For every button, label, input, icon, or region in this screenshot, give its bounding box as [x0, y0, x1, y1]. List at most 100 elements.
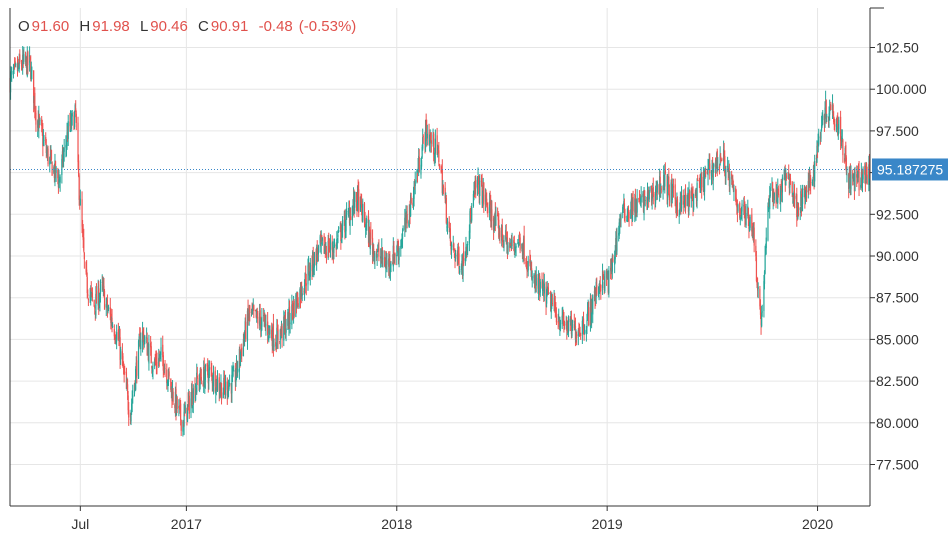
- candle: [725, 165, 727, 185]
- candle: [51, 161, 53, 176]
- candle: [81, 191, 83, 234]
- candle: [131, 390, 133, 413]
- candle: [753, 222, 755, 253]
- candle: [307, 255, 310, 268]
- candle: [347, 207, 349, 218]
- candle: [291, 294, 293, 330]
- candle: [450, 242, 453, 259]
- candle: [204, 363, 207, 389]
- candle: [652, 177, 654, 205]
- candle: [438, 141, 440, 166]
- candle: [372, 242, 374, 262]
- candle: [761, 304, 763, 317]
- candle: [715, 159, 717, 174]
- candle: [551, 292, 553, 309]
- candle: [563, 320, 566, 330]
- candle: [250, 308, 253, 317]
- candle: [28, 46, 31, 72]
- candle: [247, 299, 249, 326]
- candle: [249, 304, 251, 322]
- candle: [239, 351, 242, 367]
- candle: [101, 274, 103, 292]
- candle: [191, 380, 193, 409]
- candle: [671, 178, 673, 204]
- candle: [135, 366, 137, 392]
- candle: [107, 304, 110, 312]
- candle: [745, 203, 747, 229]
- candle: [55, 165, 57, 182]
- candle: [384, 250, 386, 267]
- candle: [58, 169, 60, 189]
- candle: [484, 188, 487, 212]
- candle: [27, 50, 29, 75]
- candle: [672, 178, 675, 198]
- y-tick-label-9: 100.000: [876, 81, 927, 97]
- candle: [781, 174, 783, 203]
- candle: [45, 138, 47, 159]
- candle: [733, 184, 735, 202]
- x-tick-label-3: 2019: [592, 516, 623, 532]
- candle: [735, 189, 737, 206]
- candle: [426, 119, 428, 147]
- candle: [861, 168, 863, 191]
- candle: [291, 300, 294, 321]
- candle: [406, 205, 408, 229]
- candle: [866, 166, 868, 185]
- candle: [829, 99, 831, 121]
- candle: [800, 188, 803, 217]
- candle: [805, 185, 808, 202]
- candle: [228, 385, 230, 391]
- y-tick-label-0: 77.500: [876, 457, 919, 473]
- candle: [200, 368, 202, 385]
- candle: [405, 205, 407, 233]
- candle: [122, 353, 124, 368]
- candle: [214, 366, 216, 394]
- candle: [826, 113, 828, 123]
- candle: [614, 244, 616, 264]
- candle: [59, 174, 61, 192]
- candle: [212, 365, 215, 395]
- candle: [172, 387, 174, 405]
- candle: [527, 255, 529, 277]
- candle: [430, 132, 432, 153]
- candle: [156, 352, 158, 375]
- candle: [364, 211, 366, 228]
- candle: [272, 313, 275, 357]
- candle: [567, 315, 570, 338]
- change-value: -0.48: [258, 18, 293, 35]
- candle: [366, 215, 368, 231]
- candle: [232, 361, 234, 378]
- open-key: O: [18, 18, 30, 35]
- candle: [332, 241, 334, 260]
- candle: [168, 367, 170, 380]
- candle: [632, 190, 634, 216]
- candle: [313, 251, 315, 276]
- candle: [634, 188, 637, 218]
- candle: [253, 304, 255, 319]
- candle: [810, 174, 812, 195]
- candle: [148, 334, 150, 371]
- candle: [107, 305, 109, 314]
- candle: [511, 232, 513, 250]
- price-tag-label: 95.187275: [877, 161, 943, 177]
- candle: [245, 314, 247, 342]
- candle: [554, 295, 556, 318]
- candle: [416, 172, 419, 183]
- candle: [269, 325, 271, 339]
- candle: [331, 235, 333, 261]
- candle: [850, 165, 852, 196]
- candle: [477, 167, 479, 175]
- candle: [616, 227, 618, 255]
- y-tick-label-10: 102.50: [876, 40, 919, 56]
- candle: [316, 244, 318, 271]
- candle: [576, 331, 578, 346]
- candle: [382, 250, 384, 268]
- candle: [476, 175, 479, 196]
- candle: [434, 129, 436, 164]
- candle: [117, 322, 119, 341]
- candle: [857, 165, 859, 183]
- candle: [252, 303, 254, 315]
- candle: [514, 242, 516, 258]
- candle: [208, 360, 211, 379]
